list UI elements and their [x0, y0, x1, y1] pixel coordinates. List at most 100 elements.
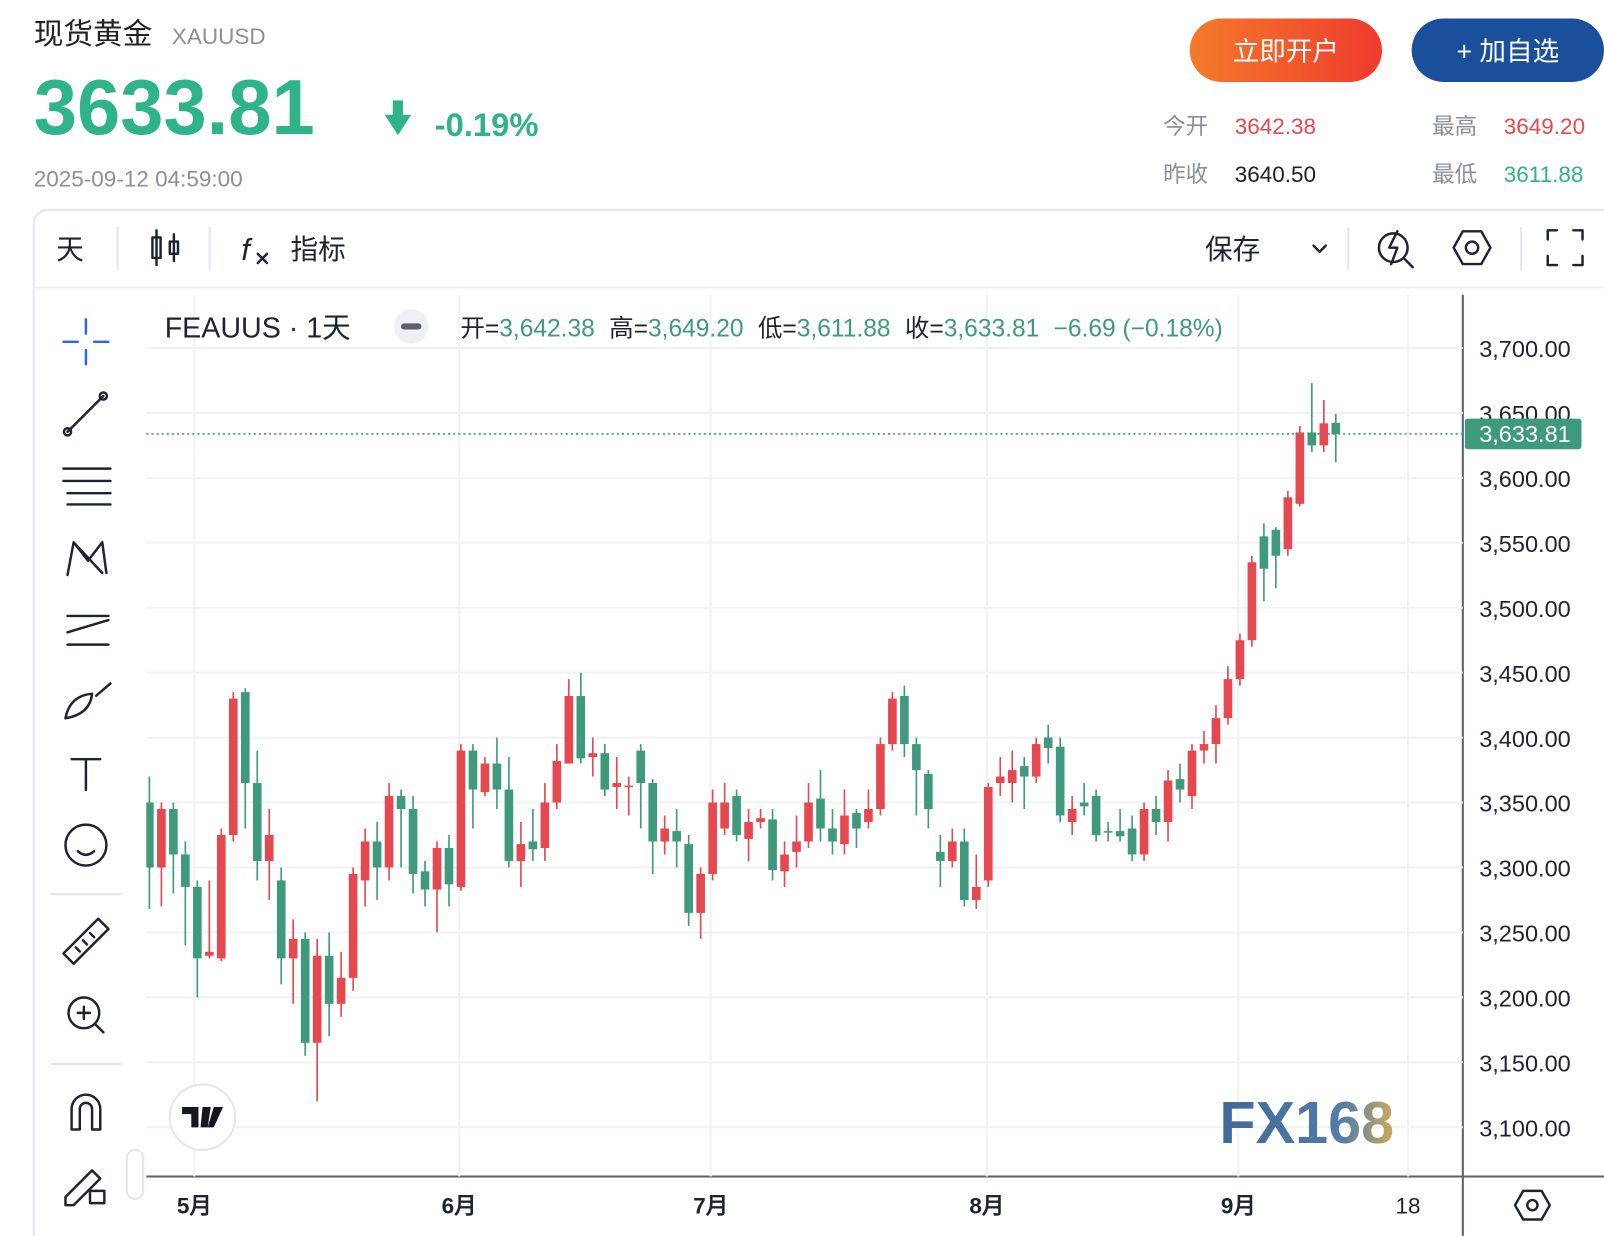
- candle-body: [288, 938, 298, 959]
- fx-icon-x[interactable]: [256, 252, 269, 265]
- brush-tool[interactable]: [64, 682, 112, 720]
- candle-body: [1067, 809, 1077, 823]
- open-account-button[interactable]: 立即开户: [1189, 18, 1383, 82]
- interval[interactable]: 天: [56, 234, 84, 265]
- candle-body: [1175, 779, 1185, 790]
- x-tick-label: 6月: [442, 1193, 477, 1218]
- candle-body: [264, 834, 274, 861]
- watchlist-button[interactable]: + 加自选: [1411, 18, 1604, 82]
- candle-body: [372, 841, 382, 868]
- candle-body: [1259, 536, 1269, 569]
- crosshair-tool[interactable]: [62, 318, 110, 366]
- candle-body: [768, 819, 777, 871]
- emoji-smile[interactable]: [76, 850, 96, 857]
- candle-body: [1139, 809, 1149, 855]
- tv-logo-mark[interactable]: [182, 1106, 224, 1128]
- candle-body: [648, 783, 658, 842]
- line-tool-end[interactable]: [98, 391, 109, 401]
- zoom-tool-plus[interactable]: [76, 1005, 105, 1034]
- ruler-tool[interactable]: [62, 917, 110, 965]
- button-bg[interactable]: [1189, 18, 1383, 82]
- candle-body: [852, 812, 861, 829]
- candle-body: [1091, 796, 1101, 835]
- candle-body: [1223, 679, 1233, 719]
- text-tool[interactable]: [70, 757, 102, 792]
- y-tick-label: 3,150.00: [1479, 1050, 1571, 1076]
- lock-tool[interactable]: [64, 1169, 102, 1207]
- candle-body: [1199, 744, 1209, 751]
- axis-settings-icon[interactable]: [1513, 1189, 1552, 1221]
- stat-value: 3642.38: [1235, 114, 1316, 139]
- y-tick-label: 3,500.00: [1479, 596, 1571, 622]
- button-label[interactable]: 立即开户: [1233, 36, 1339, 66]
- candle-body: [744, 822, 753, 839]
- timestamp: 2025-09-12 04:59:00: [34, 166, 243, 191]
- candle-body: [252, 783, 262, 861]
- y-tick-label: 3,350.00: [1479, 791, 1571, 817]
- candle-body: [708, 802, 717, 874]
- magnet-tool[interactable]: [70, 1093, 102, 1131]
- button-label[interactable]: + 加自选: [1457, 36, 1560, 66]
- fullscreen-icon[interactable]: [1546, 229, 1584, 267]
- x-tick-label: 5月: [177, 1193, 212, 1218]
- legend-value: 3,642.38: [499, 316, 595, 343]
- candle-body: [959, 841, 969, 900]
- candle-body: [216, 834, 226, 959]
- legend-label: 低=: [758, 315, 797, 343]
- candle-body: [1031, 744, 1041, 777]
- candle-body: [1211, 718, 1221, 745]
- candle-body: [228, 698, 238, 835]
- indicator[interactable]: 指标: [291, 234, 346, 265]
- prediction-tool[interactable]: [66, 614, 110, 646]
- candle-body: [624, 785, 634, 788]
- line-tool[interactable]: [66, 394, 105, 434]
- last-price-tag: [1464, 418, 1582, 450]
- down-arrow: [384, 100, 412, 136]
- candle-body: [1295, 432, 1305, 504]
- lock-body[interactable]: [88, 1189, 106, 1205]
- fib-tool[interactable]: [62, 467, 112, 506]
- title: 现货黄金: [34, 18, 153, 51]
- candle-body: [1103, 831, 1113, 833]
- candle-body: [780, 854, 789, 872]
- x-tick-label: 8月: [969, 1193, 1004, 1218]
- candle-body: [276, 880, 286, 959]
- legend-label: 高=: [609, 315, 648, 343]
- candle-body: [1043, 737, 1053, 748]
- settings-icon-dot[interactable]: [1464, 240, 1480, 256]
- save[interactable]: 保存: [1205, 234, 1260, 265]
- candle-body: [444, 847, 454, 885]
- axis-settings-dot[interactable]: [1526, 1198, 1539, 1212]
- pattern-tool[interactable]: [66, 541, 108, 577]
- candle-body: [756, 818, 765, 823]
- button-bg[interactable]: [1411, 18, 1604, 82]
- emoji-tool[interactable]: [64, 823, 108, 867]
- y-tick-label: 3,100.00: [1479, 1115, 1571, 1141]
- stat-label: 最高: [1432, 114, 1477, 139]
- candle-body: [600, 753, 610, 790]
- collapse-handle[interactable]: [125, 1148, 145, 1201]
- candle-body: [924, 773, 933, 810]
- candle-body: [456, 750, 466, 887]
- settings-icon[interactable]: [1452, 230, 1492, 266]
- candle-body: [528, 841, 538, 850]
- stat-label: 最低: [1432, 162, 1477, 187]
- candle-body: [384, 796, 394, 868]
- candle-body: [336, 977, 346, 1004]
- candle-body: [971, 886, 981, 900]
- zoom-tool[interactable]: [67, 996, 101, 1030]
- candle-body: [588, 753, 598, 758]
- candle-body: [169, 809, 178, 855]
- candle-body: [684, 844, 693, 913]
- chart-panel: [32, 208, 1604, 1236]
- legend-toggle-bar[interactable]: [401, 323, 422, 330]
- candle-body: [516, 844, 526, 861]
- candle-type-icon[interactable]: [151, 229, 180, 267]
- line-tool-end[interactable]: [62, 427, 73, 437]
- candle-body: [564, 696, 574, 764]
- quick-icon[interactable]: [1377, 230, 1414, 269]
- candle-body: [480, 763, 490, 793]
- chart-symbol: FEAUUS · 1天: [165, 313, 351, 345]
- chevron[interactable]: [1312, 244, 1327, 254]
